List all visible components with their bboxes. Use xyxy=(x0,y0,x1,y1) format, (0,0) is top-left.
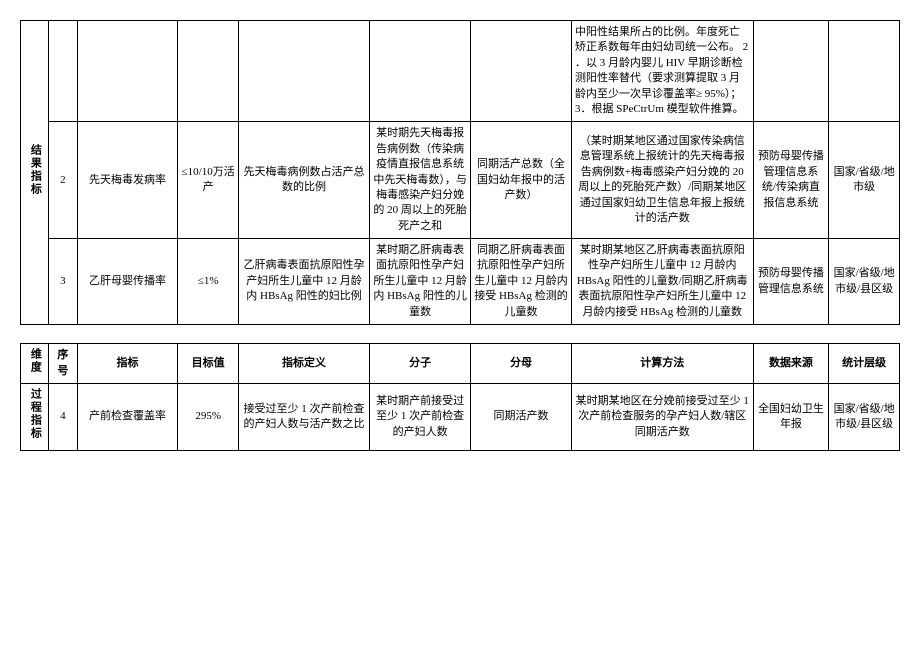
header-dim: 维度 xyxy=(21,344,49,384)
process-table: 维度 序号 指标 目标值 指标定义 分子 分母 计算方法 数据来源 统计层级 过… xyxy=(20,343,900,451)
calc-cell: 某时期某地区乙肝病毒表面抗原阳性孕产妇所生儿童中 12 月龄内 HBsAg 阳性… xyxy=(571,239,753,325)
cell-empty xyxy=(829,21,900,122)
target-cell: ≤10/10万活产 xyxy=(178,122,239,239)
definition-cell: 先天梅毒病例数占活产总数的比例 xyxy=(238,122,369,239)
header-row: 维度 序号 指标 目标值 指标定义 分子 分母 计算方法 数据来源 统计层级 xyxy=(21,344,900,384)
denominator-cell: 同期活产数 xyxy=(471,384,572,450)
source-cell: 全国妇幼卫生年报 xyxy=(753,384,829,450)
level-cell: 国家/省级/地市级/县区级 xyxy=(829,239,900,325)
indicator-cell: 先天梅毒发病率 xyxy=(77,122,178,239)
header-indicator: 指标 xyxy=(77,344,178,384)
target-cell: ≤1% xyxy=(178,239,239,325)
cell-empty xyxy=(77,21,178,122)
cell-empty xyxy=(49,21,77,122)
cell-empty xyxy=(471,21,572,122)
seq-cell: 3 xyxy=(49,239,77,325)
level-cell: 国家/省级/地市级 xyxy=(829,122,900,239)
source-cell: 预防母婴传播管理信息系统 xyxy=(753,239,829,325)
cell-empty xyxy=(238,21,369,122)
denominator-cell: 同期乙肝病毒表面抗原阳性孕产妇所生儿童中 12 月龄内接受 HBsAg 检测的儿… xyxy=(471,239,572,325)
header-seq: 序号 xyxy=(49,344,77,384)
denominator-cell: 同期活产总数（全国妇幼年报中的活产数） xyxy=(471,122,572,239)
header-numerator: 分子 xyxy=(370,344,471,384)
cell-empty xyxy=(753,21,829,122)
target-cell: 295% xyxy=(178,384,239,450)
seq-cell: 2 xyxy=(49,122,77,239)
seq-cell: 4 xyxy=(49,384,77,450)
calc-cell: （某时期某地区通过国家传染病信息管理系统上报统计的先天梅毒报告病例数+梅毒感染产… xyxy=(571,122,753,239)
table-row: 2 先天梅毒发病率 ≤10/10万活产 先天梅毒病例数占活产总数的比例 某时期先… xyxy=(21,122,900,239)
header-denominator: 分母 xyxy=(471,344,572,384)
header-level: 统计层级 xyxy=(829,344,900,384)
table-row: 过程指标 4 产前检查覆盖率 295% 接受过至少 1 次产前检查的产妇人数与活… xyxy=(21,384,900,450)
indicator-cell: 产前检查覆盖率 xyxy=(77,384,178,450)
table-row: 3 乙肝母婴传播率 ≤1% 乙肝病毒表面抗原阳性孕产妇所生儿童中 12 月龄内 … xyxy=(21,239,900,325)
table-row: 结果指标 中阳性结果所占的比例。年度死亡矫正系数每年由妇幼司统一公布。 2 ．以… xyxy=(21,21,900,122)
source-cell: 预防母婴传播管理信息系统/传染病直报信息系统 xyxy=(753,122,829,239)
header-definition: 指标定义 xyxy=(238,344,369,384)
header-calc: 计算方法 xyxy=(571,344,753,384)
numerator-cell: 某时期先天梅毒报告病例数（传染病疫情直报信息系统中先天梅毒数），与梅毒感染产妇分… xyxy=(370,122,471,239)
level-cell: 国家/省级/地市级/县区级 xyxy=(829,384,900,450)
indicator-cell: 乙肝母婴传播率 xyxy=(77,239,178,325)
dimension-cell: 过程指标 xyxy=(21,384,49,450)
calc-note-cell: 中阳性结果所占的比例。年度死亡矫正系数每年由妇幼司统一公布。 2 ．以 3 月龄… xyxy=(571,21,753,122)
dimension-cell: 结果指标 xyxy=(21,21,49,325)
definition-cell: 乙肝病毒表面抗原阳性孕产妇所生儿童中 12 月龄内 HBsAg 阳性的妇比例 xyxy=(238,239,369,325)
cell-empty xyxy=(370,21,471,122)
header-target: 目标值 xyxy=(178,344,239,384)
numerator-cell: 某时期乙肝病毒表面抗原阳性孕产妇所生儿童中 12 月龄内 HBsAg 阳性的儿童… xyxy=(370,239,471,325)
definition-cell: 接受过至少 1 次产前检查的产妇人数与活产数之比 xyxy=(238,384,369,450)
calc-cell: 某时期某地区在分娩前接受过至少 1 次产前检查服务的孕产妇人数/辖区同期活产数 xyxy=(571,384,753,450)
results-table: 结果指标 中阳性结果所占的比例。年度死亡矫正系数每年由妇幼司统一公布。 2 ．以… xyxy=(20,20,900,325)
header-source: 数据来源 xyxy=(753,344,829,384)
numerator-cell: 某时期产前接受过至少 1 次产前检查的产妇人数 xyxy=(370,384,471,450)
cell-empty xyxy=(178,21,239,122)
